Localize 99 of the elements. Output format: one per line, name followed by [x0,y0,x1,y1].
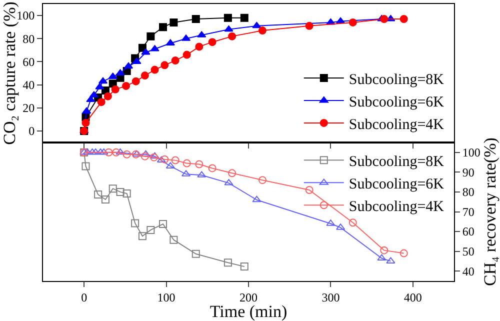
point [131,219,140,228]
point [170,236,178,244]
point [305,22,314,30]
y2-tick-label: 50 [462,244,474,259]
y-tick-label: 40 [22,78,35,92]
point [195,42,204,51]
y-tick-label: 0 [28,124,35,138]
point [170,18,178,26]
legend-label: Subcooling=6K [348,94,444,110]
point [192,15,200,23]
point [104,148,113,156]
point [228,169,236,178]
point [252,196,262,202]
y2-tick-label: 90 [462,165,474,180]
point [258,176,266,184]
point [140,152,149,160]
point [91,148,100,155]
point [380,246,388,254]
y2-tick-label: 100 [462,146,480,160]
y-tick-label: 20 [22,101,35,116]
point [140,72,149,80]
point [122,190,131,198]
y2-tick-label: 60 [462,224,474,239]
point [82,162,90,170]
point [252,22,262,28]
point [348,218,357,227]
point [240,14,248,22]
point [97,98,106,106]
point [116,148,125,155]
point [138,232,146,240]
point [146,32,155,40]
point [96,148,106,155]
x-tick-label: 100 [157,290,176,304]
point [150,153,158,162]
y-tick-label: 60 [22,54,35,69]
point [224,25,234,32]
y2-tick-label: 70 [462,204,474,219]
point [305,186,314,194]
point [224,14,232,22]
x-tick-label: 200 [240,290,258,304]
point [122,82,130,90]
point [182,50,191,59]
point [132,77,140,86]
y2-tick-label: 40 [462,264,474,278]
point [112,148,120,156]
point [348,18,357,26]
point [195,160,204,168]
y-tick-label: 80 [22,32,35,46]
y2-axis-title: CH₄ recovery rate(%) [480,138,500,286]
point [380,15,388,23]
point [98,77,108,84]
point [159,220,168,228]
point [141,48,150,55]
point [150,152,160,159]
point [240,262,248,271]
x-tick-label: 0 [81,290,88,304]
legend-label: Subcooling=8K [348,72,444,88]
point [160,155,169,164]
point [208,164,216,172]
point [208,38,216,46]
point [116,188,124,196]
point [104,92,112,100]
point [192,250,200,258]
point [171,156,180,164]
point [182,159,191,168]
point [99,148,108,155]
y-axis-title: CO₂ capture rate (%) [0,2,19,145]
point [400,249,408,258]
point [111,85,120,94]
point [156,156,166,163]
point [101,195,110,204]
point [258,26,266,35]
point [82,107,92,114]
point [122,150,131,158]
legend-label: Subcooling=8K [348,154,444,170]
point [160,61,169,70]
point [124,62,134,69]
legend-label: Subcooling=4K [348,116,444,133]
legend-label: Subcooling=4K [348,198,444,215]
point [171,56,180,65]
point [224,258,232,267]
y2-tick-label: 80 [462,185,474,200]
point [141,150,150,157]
x-tick-label: 300 [322,290,340,304]
x-axis-title: Time (min) [210,302,288,321]
point [108,184,117,193]
x-tick-label: 400 [404,290,422,304]
point [159,23,168,32]
point [228,32,236,40]
legend-label: Subcooling=6K [348,176,444,192]
point [88,148,97,155]
point [82,118,90,127]
point [94,190,102,199]
y-tick-label: 100 [16,8,35,23]
point [86,96,96,102]
point [82,148,92,155]
point [400,15,408,23]
point [150,66,159,74]
point [146,226,155,234]
